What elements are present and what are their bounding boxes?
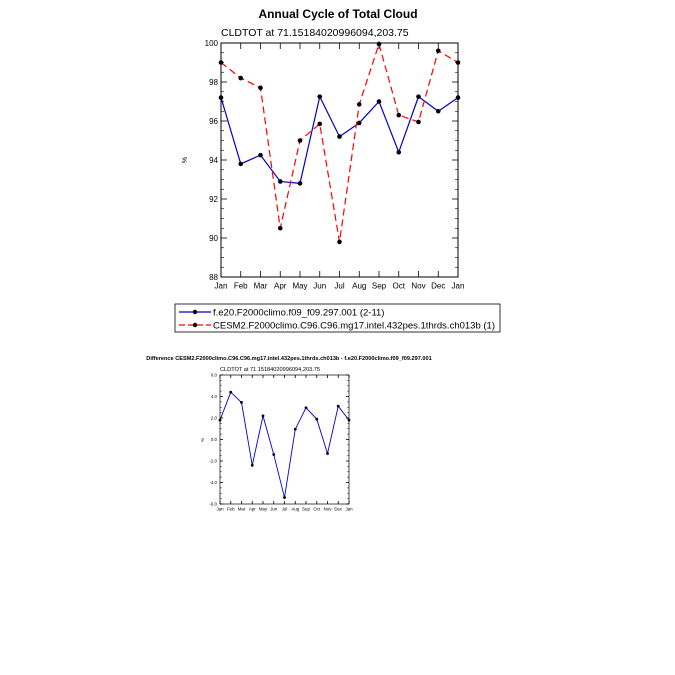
main-x-tick-label-11: Dec [431,282,445,291]
diff-x-tick-label-7: Aug [291,506,299,511]
main-annual-cycle-chart: Annual Cycle of Total Cloud CLDTOT at 71… [182,7,464,291]
main-series-1-point-4 [297,138,303,143]
main-chart-title: Annual Cycle of Total Cloud [258,7,417,21]
legend-entry-2-label: CESM2.F2000climo.C96.C96.mg17.intel.432p… [213,321,495,332]
main-x-tick-label-1: Feb [234,282,248,291]
main-series-1-point-1 [238,75,244,81]
diff-series-0-point-5 [272,453,276,456]
legend-entry-2: CESM2.F2000climo.C96.C96.mg17.intel.432p… [179,321,495,332]
diff-y-tick-label-2: -2.0 [209,459,217,464]
main-series-0-point-10 [416,94,421,99]
diff-x-tick-label-3: Apr [249,506,256,511]
legend-entry-1-marker [192,309,198,315]
diff-series-0-point-4 [261,414,265,418]
main-series-1-point-10 [416,119,421,125]
main-x-tick-label-2: Mar [254,282,268,291]
diff-y-tick-label-5: 4.0 [211,394,218,399]
main-x-tick-label-8: Sep [372,282,387,291]
main-x-tick-label-12: Jan [452,282,465,291]
diff-x-tick-label-1: Feb [227,506,235,511]
diff-series-0-point-8 [304,406,308,410]
main-series-1-point-7 [356,102,362,107]
main-series-1-point-3 [277,225,283,231]
diff-series-0-line [219,391,350,498]
legend-entry-1: f.e20.F2000climo.f09_f09.297.001 (2-11) [179,308,384,319]
main-y-tick-label-2: 92 [209,195,218,204]
diff-series-0-point-9 [315,417,319,421]
diff-y-tick-label-3: 0.0 [211,437,218,442]
diff-x-tick-label-8: Sep [302,506,310,511]
main-y-tick-label-5: 98 [209,78,218,87]
legend-entry-1-label: f.e20.F2000climo.f09_f09.297.001 (2-11) [213,308,384,319]
legend: f.e20.F2000climo.f09_f09.297.001 (2-11) … [174,303,501,333]
main-series-0-point-9 [396,149,402,155]
diff-series-0-point-2 [240,401,243,404]
main-series-0-point-8 [376,99,382,104]
diff-x-tick-label-11: Dec [334,506,343,511]
diff-series-0-point-3 [250,463,254,467]
difference-chart: Difference CESM2.F2000climo.C96.C96.mg17… [146,356,431,511]
main-x-tick-label-0: Jan [215,282,228,291]
main-series-0-point-7 [356,120,362,126]
main-x-tick-label-7: Aug [352,282,366,291]
difference-chart-title: Difference CESM2.F2000climo.C96.C96.mg17… [146,356,431,362]
main-series-0-point-6 [337,134,342,139]
main-series-0-point-1 [238,161,244,167]
main-y-axis-label: % [182,157,189,163]
main-series-0-point-5 [317,94,323,99]
main-chart-subtitle: CLDTOT at 71.15184020996094,203.75 [221,27,409,39]
diff-x-tick-label-10: Nov [324,506,333,511]
main-series-1-point-5 [317,121,323,127]
main-series-1-point-6 [337,239,342,245]
main-x-tick-label-4: May [292,282,307,291]
diff-series-0-point-6 [283,496,286,499]
main-x-tick-label-5: Jun [313,282,326,291]
diff-series-0-point-11 [336,404,340,408]
main-y-tick-label-4: 96 [209,117,218,126]
diff-series-0-point-7 [293,427,297,431]
diff-y-tick-label-1: -4.0 [209,480,217,485]
main-series-1-point-2 [258,85,263,91]
main-series-0-point-11 [435,108,441,114]
main-series-0-point-2 [258,152,263,158]
diff-y-tick-label-0: -6.0 [209,502,217,507]
main-x-tick-label-9: Oct [393,282,406,291]
main-series-0-line [220,96,459,184]
main-series-1-point-11 [435,48,441,54]
main-series-0-point-4 [297,181,303,186]
main-series-0-point-3 [277,179,283,184]
diff-x-tick-label-6: Jul [282,506,288,511]
diff-series-0-point-1 [229,390,233,394]
legend-box [174,303,501,333]
main-y-tick-label-3: 94 [209,156,218,165]
diff-series-0-point-10 [326,452,329,455]
legend-entry-2-marker [192,322,198,328]
diff-x-tick-label-12: Jan [345,506,353,511]
main-y-tick-label-1: 90 [209,234,218,243]
main-x-tick-label-10: Nov [411,282,425,291]
diff-y-tick-label-6: 6.0 [211,373,218,378]
difference-y-axis-label: % [200,438,205,442]
diff-x-tick-label-4: May [259,506,268,511]
diff-y-tick-label-4: 2.0 [211,416,218,421]
diff-x-tick-label-0: Jan [216,506,224,511]
diff-x-tick-label-2: Mar [238,506,246,511]
main-y-tick-label-0: 88 [209,273,218,282]
difference-chart-subtitle: CLDTOT at 71.15184020996094,203.75 [220,367,320,373]
main-series-1-point-9 [396,112,402,118]
diff-x-tick-label-9: Oct [313,506,321,511]
main-y-tick-label-6: 100 [205,39,219,48]
main-series-1-line [220,43,459,243]
main-x-tick-label-6: Jul [334,282,344,291]
diff-x-tick-label-5: Jun [270,506,278,511]
difference-plot-frame [219,374,350,505]
main-x-tick-label-3: Apr [274,282,287,291]
